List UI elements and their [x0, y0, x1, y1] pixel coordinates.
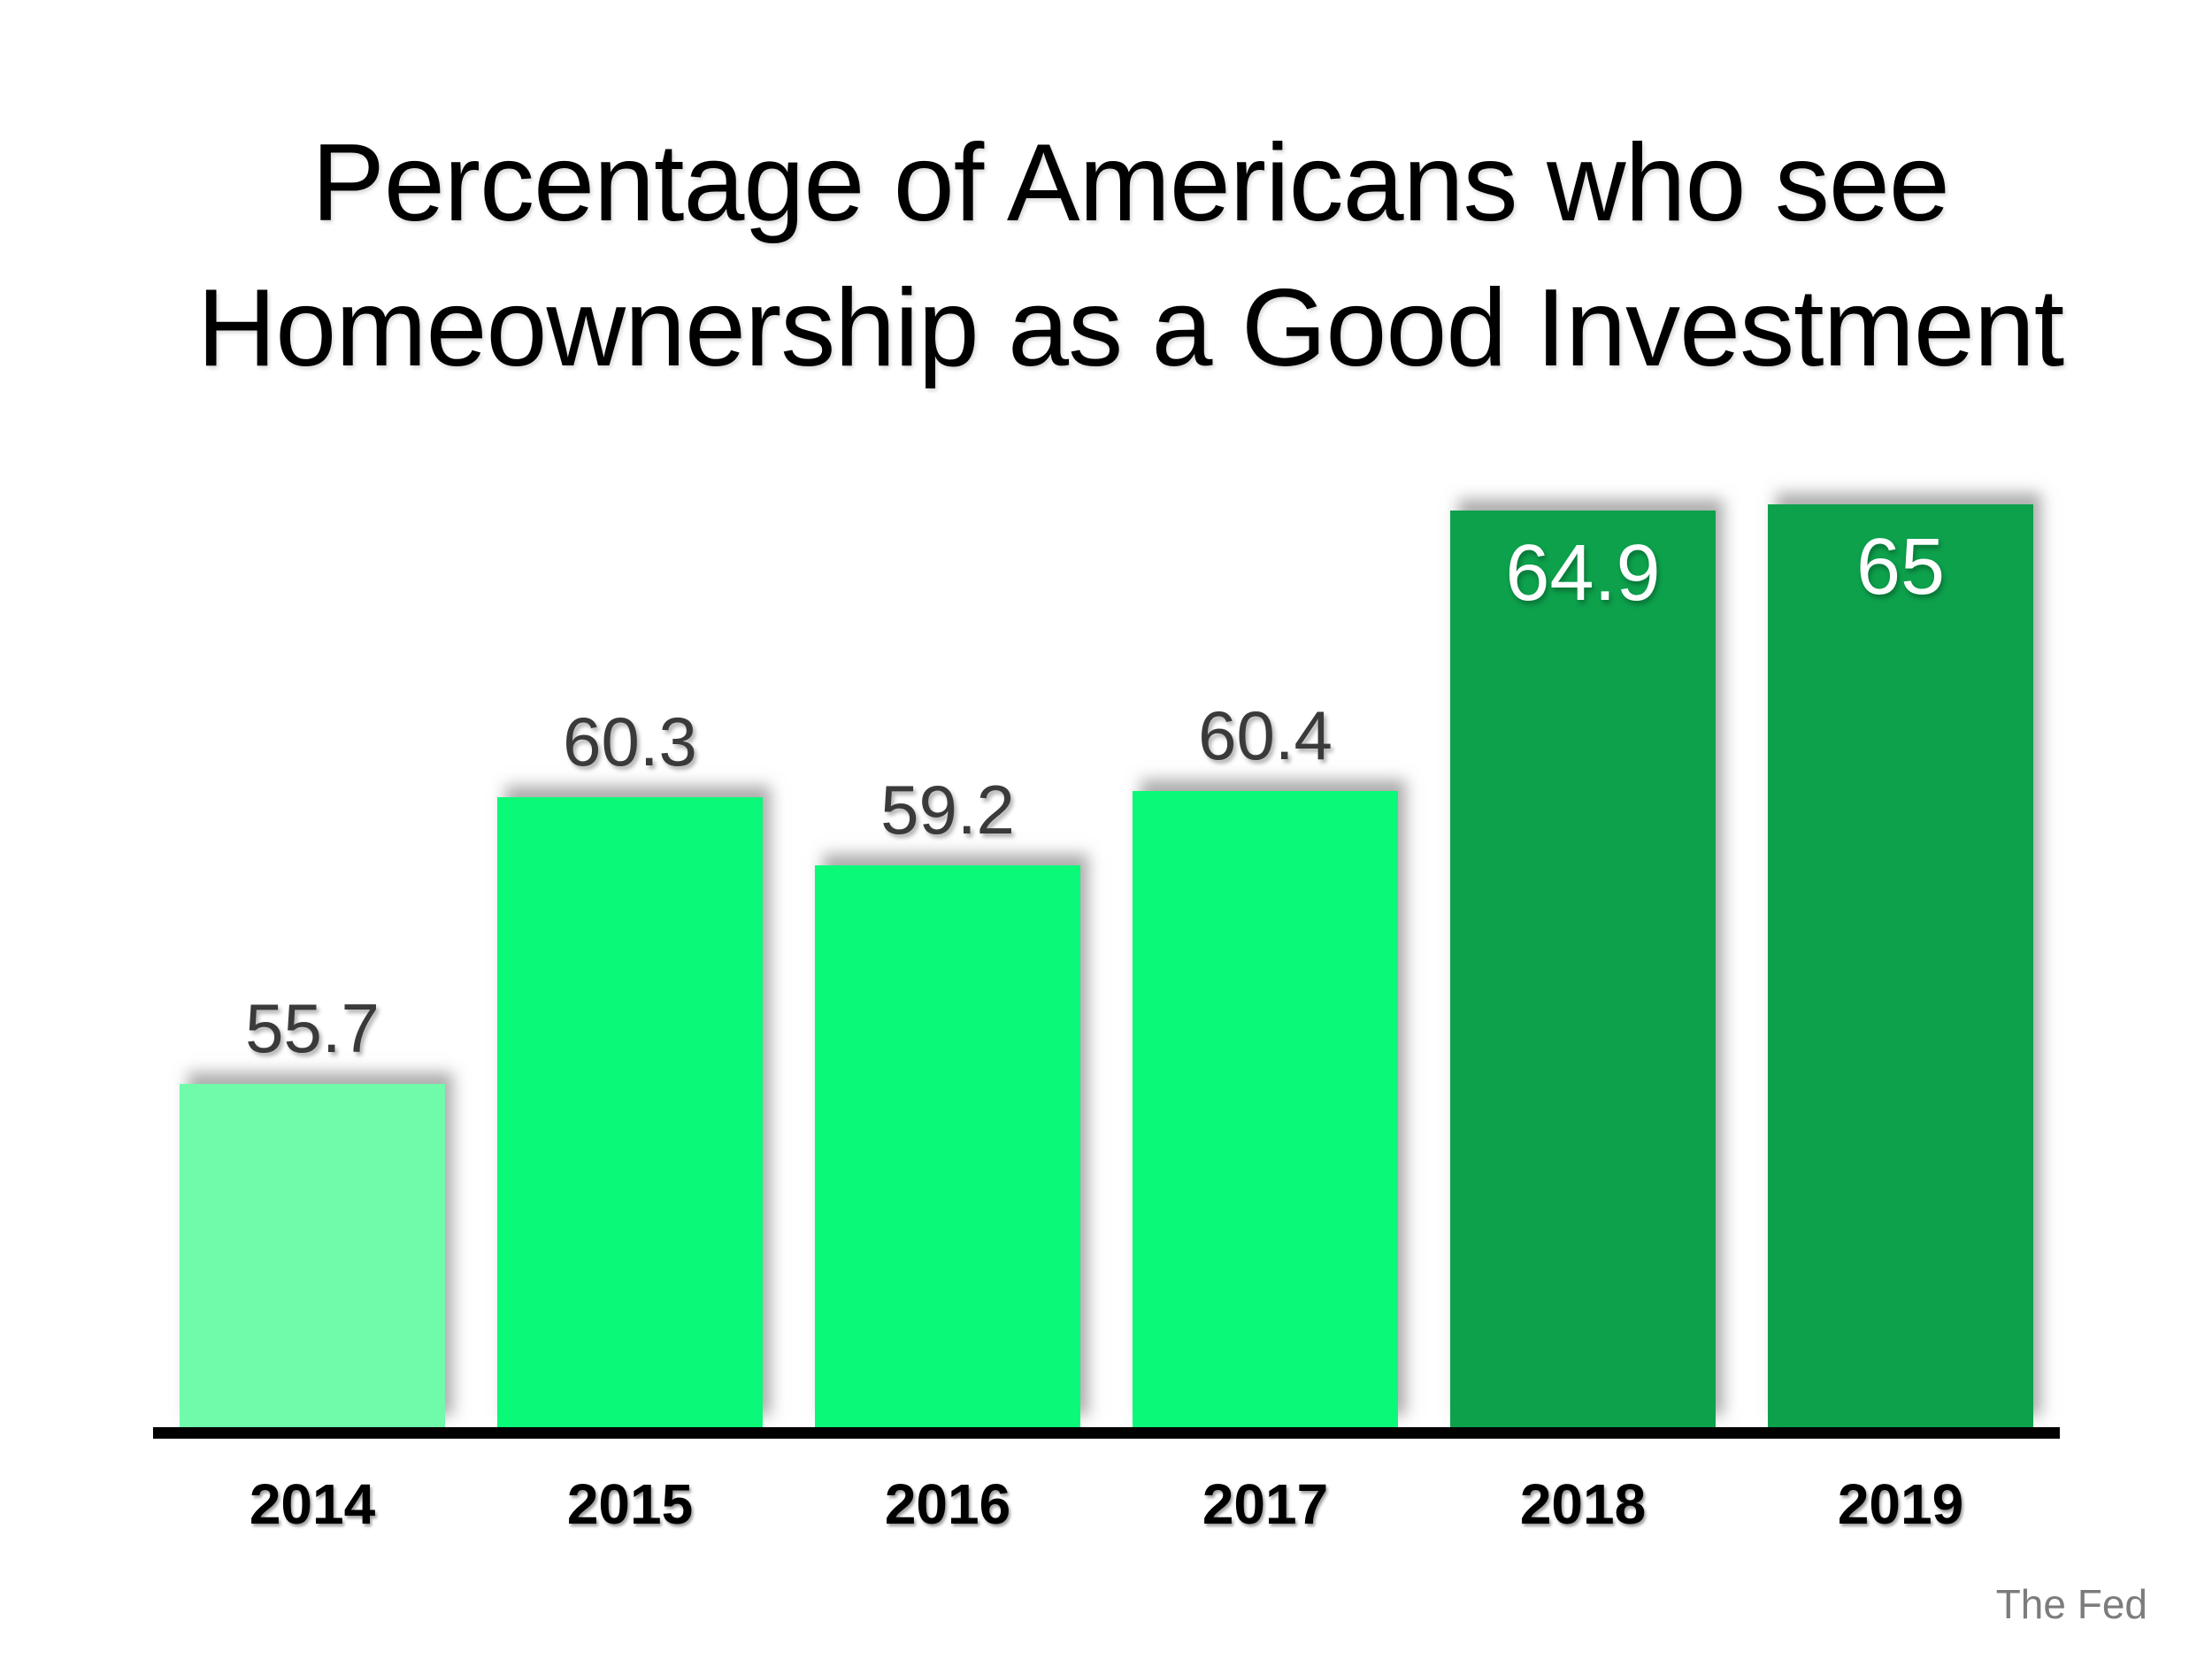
value-label-2019: 65 — [1855, 523, 1946, 611]
bar-2019: 65 — [1768, 504, 2033, 1427]
chart-title-line-1: Percentage of Americans who see — [311, 122, 1950, 244]
x-axis-label-2019: 2019 — [1837, 1472, 1964, 1536]
bar-2017 — [1133, 791, 1398, 1427]
value-label-2014: 55.7 — [245, 989, 380, 1067]
value-label-2015: 60.3 — [563, 703, 697, 780]
x-axis-label-2018: 2018 — [1519, 1472, 1647, 1536]
chart-title: Percentage of Americans who see Homeowne… — [49, 111, 2212, 401]
bar-2016 — [815, 865, 1080, 1427]
x-axis-label-2016: 2016 — [884, 1472, 1011, 1536]
source-attribution: The Fed — [1995, 1581, 2147, 1627]
bar-2015 — [497, 797, 763, 1427]
value-label-2017: 60.4 — [1198, 696, 1333, 774]
bar-2014 — [180, 1084, 445, 1427]
chart-title-line-2: Homeownership as a Good Investment — [196, 267, 2065, 389]
bar-2018: 64.9 — [1450, 511, 1716, 1427]
x-axis-label-2014: 2014 — [249, 1472, 376, 1536]
value-label-2016: 59.2 — [880, 771, 1015, 849]
x-axis-label-2017: 2017 — [1202, 1472, 1329, 1536]
x-axis-label-2015: 2015 — [566, 1472, 694, 1536]
value-label-2018: 64.9 — [1505, 529, 1661, 618]
x-axis-line — [153, 1427, 2060, 1439]
